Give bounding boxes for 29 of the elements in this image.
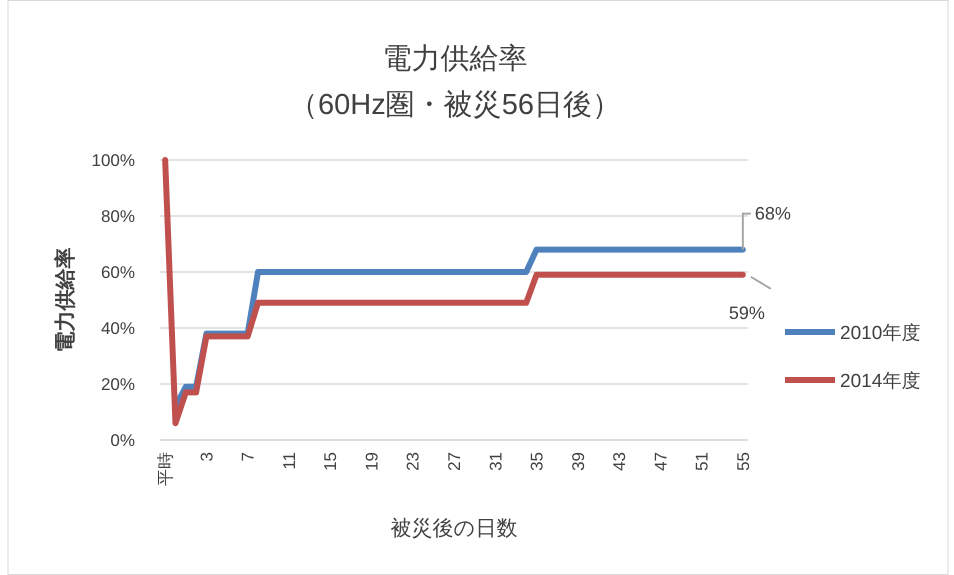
y-tick-label: 80%	[100, 207, 135, 226]
x-tick-label: 23	[404, 452, 423, 471]
x-tick-label: 平時	[156, 452, 176, 486]
data-label: 68%	[754, 204, 791, 224]
x-tick-label: 31	[486, 452, 506, 471]
x-tick-label: 55	[734, 452, 753, 471]
y-tick-label: 60%	[100, 263, 135, 282]
x-tick-label: 39	[568, 452, 588, 471]
x-tick-label: 19	[362, 452, 382, 471]
x-tick-label: 7	[238, 452, 258, 462]
x-tick-label: 27	[445, 452, 464, 471]
y-tick-label: 20%	[100, 375, 135, 394]
y-axis-title: 電力供給率	[53, 248, 77, 352]
chart-title: 電力供給率	[382, 43, 528, 75]
y-tick-label: 40%	[100, 319, 135, 338]
x-tick-label: 11	[280, 452, 299, 470]
x-tick-label: 43	[610, 452, 630, 471]
legend-label: 2014年度	[840, 370, 920, 392]
chart-subtitle: （60Hz圏・被災56日後）	[289, 89, 621, 121]
x-tick-label: 3	[197, 452, 216, 462]
x-tick-label: 47	[651, 452, 670, 471]
x-tick-label: 35	[528, 452, 547, 471]
x-tick-label: 51	[692, 452, 712, 471]
legend-label: 2010年度	[840, 322, 920, 344]
x-tick-label: 15	[321, 452, 340, 471]
y-tick-label: 0%	[110, 431, 135, 450]
y-tick-label: 100%	[92, 151, 135, 170]
x-axis-title: 被災後の日数	[390, 517, 518, 540]
data-label: 59%	[728, 302, 765, 323]
